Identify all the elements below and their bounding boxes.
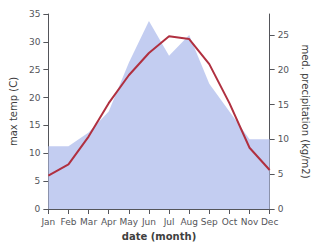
svg-text:Feb: Feb xyxy=(61,217,77,227)
svg-text:Apr: Apr xyxy=(101,217,117,227)
svg-text:May: May xyxy=(120,217,139,227)
svg-text:Mar: Mar xyxy=(80,217,97,227)
svg-text:25: 25 xyxy=(29,65,40,75)
svg-text:20: 20 xyxy=(29,93,41,103)
svg-text:Sep: Sep xyxy=(201,217,218,227)
svg-text:Jan: Jan xyxy=(40,217,55,227)
svg-text:15: 15 xyxy=(278,100,289,110)
svg-text:10: 10 xyxy=(278,134,290,144)
svg-text:0: 0 xyxy=(278,204,284,214)
svg-text:10: 10 xyxy=(29,148,41,158)
svg-text:25: 25 xyxy=(278,30,289,40)
svg-text:15: 15 xyxy=(29,120,40,130)
svg-text:Dec: Dec xyxy=(261,217,278,227)
svg-text:20: 20 xyxy=(278,65,290,75)
svg-text:date (month): date (month) xyxy=(122,231,196,242)
svg-text:Jun: Jun xyxy=(141,217,156,227)
svg-text:0: 0 xyxy=(35,204,41,214)
svg-text:5: 5 xyxy=(278,169,284,179)
svg-text:Oct: Oct xyxy=(222,217,238,227)
svg-text:5: 5 xyxy=(35,176,41,186)
svg-text:35: 35 xyxy=(29,9,40,19)
svg-text:30: 30 xyxy=(29,37,41,47)
svg-text:max temp (C): max temp (C) xyxy=(8,77,19,146)
svg-text:med. precipitation (kg/m2): med. precipitation (kg/m2) xyxy=(300,44,311,178)
svg-text:Nov: Nov xyxy=(241,217,259,227)
svg-text:Jul: Jul xyxy=(163,217,175,227)
svg-text:Aug: Aug xyxy=(180,217,198,227)
